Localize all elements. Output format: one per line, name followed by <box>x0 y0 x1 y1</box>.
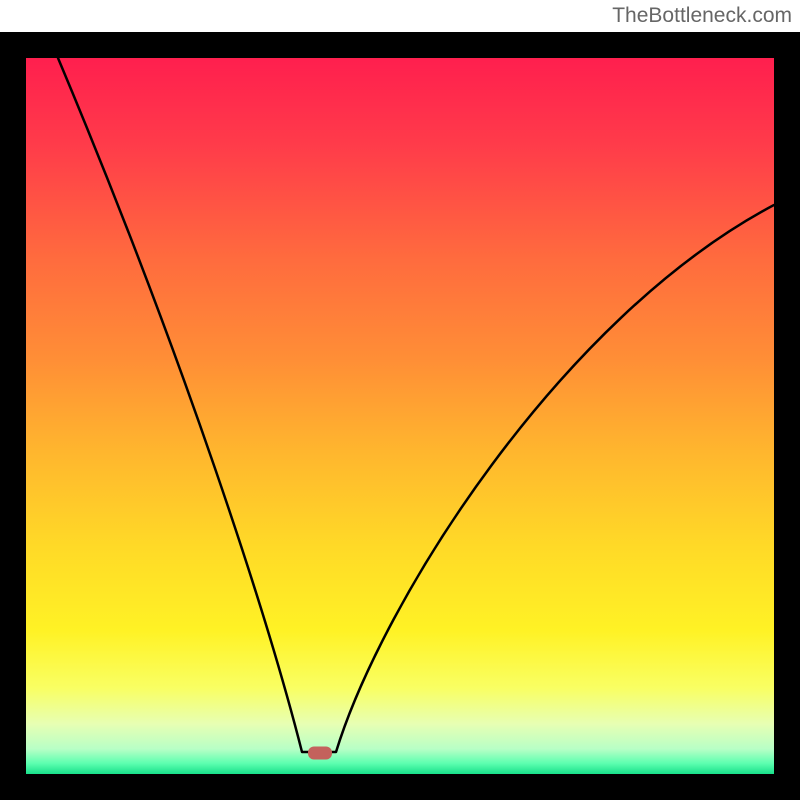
plot-background <box>26 58 774 774</box>
optimum-marker <box>308 747 332 760</box>
watermark-text: TheBottleneck.com <box>612 4 792 28</box>
chart-svg <box>0 0 800 800</box>
chart-stage: TheBottleneck.com <box>0 0 800 800</box>
